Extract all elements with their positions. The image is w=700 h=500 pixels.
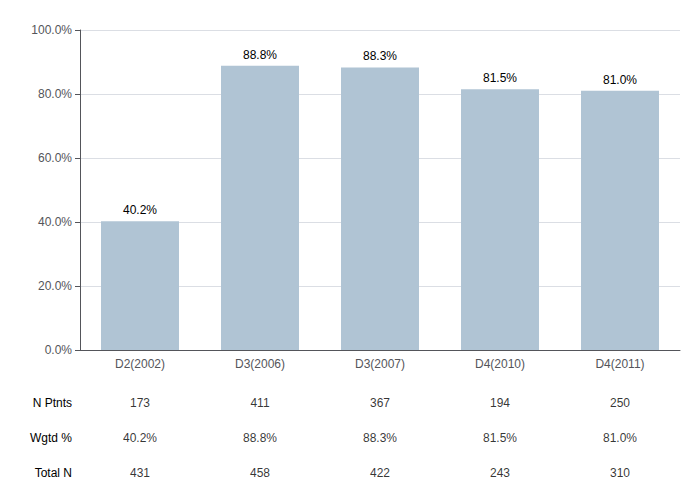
svg-text:88.8%: 88.8% [243, 48, 277, 62]
svg-text:173: 173 [130, 396, 150, 410]
svg-text:422: 422 [370, 466, 390, 480]
svg-text:411: 411 [250, 396, 269, 410]
svg-text:D3(2006): D3(2006) [235, 357, 285, 371]
svg-text:250: 250 [610, 396, 630, 410]
svg-text:N Ptnts: N Ptnts [33, 396, 72, 410]
svg-text:60.0%: 60.0% [38, 151, 72, 165]
svg-text:40.2%: 40.2% [123, 431, 157, 445]
svg-text:D4(2010): D4(2010) [475, 357, 525, 371]
svg-text:80.0%: 80.0% [38, 87, 72, 101]
svg-text:81.0%: 81.0% [603, 73, 637, 87]
svg-text:81.5%: 81.5% [483, 431, 517, 445]
svg-text:431: 431 [130, 466, 150, 480]
svg-text:88.8%: 88.8% [243, 431, 277, 445]
svg-text:458: 458 [250, 466, 270, 480]
svg-text:40.0%: 40.0% [38, 215, 72, 229]
svg-text:81.0%: 81.0% [603, 431, 637, 445]
svg-text:88.3%: 88.3% [363, 49, 397, 63]
svg-text:Total N: Total N [35, 466, 72, 480]
svg-text:Wgtd %: Wgtd % [30, 431, 72, 445]
svg-text:81.5%: 81.5% [483, 71, 517, 85]
svg-text:243: 243 [490, 466, 510, 480]
svg-text:40.2%: 40.2% [123, 203, 157, 217]
svg-text:310: 310 [610, 466, 630, 480]
svg-text:0.0%: 0.0% [45, 343, 73, 357]
svg-text:367: 367 [370, 396, 390, 410]
svg-text:88.3%: 88.3% [363, 431, 397, 445]
svg-text:20.0%: 20.0% [38, 279, 72, 293]
svg-text:D2(2002): D2(2002) [115, 357, 165, 371]
svg-text:194: 194 [490, 396, 510, 410]
svg-text:D3(2007): D3(2007) [355, 357, 405, 371]
svg-text:100.0%: 100.0% [31, 23, 72, 37]
svg-text:D4(2011): D4(2011) [595, 357, 644, 371]
